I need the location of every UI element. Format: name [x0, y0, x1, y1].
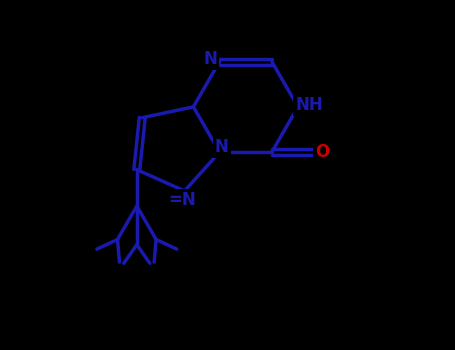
Text: =N: =N: [168, 191, 196, 209]
Text: NH: NH: [295, 96, 323, 113]
Text: N: N: [215, 138, 229, 156]
Text: O: O: [315, 143, 329, 161]
Text: N: N: [203, 50, 217, 68]
